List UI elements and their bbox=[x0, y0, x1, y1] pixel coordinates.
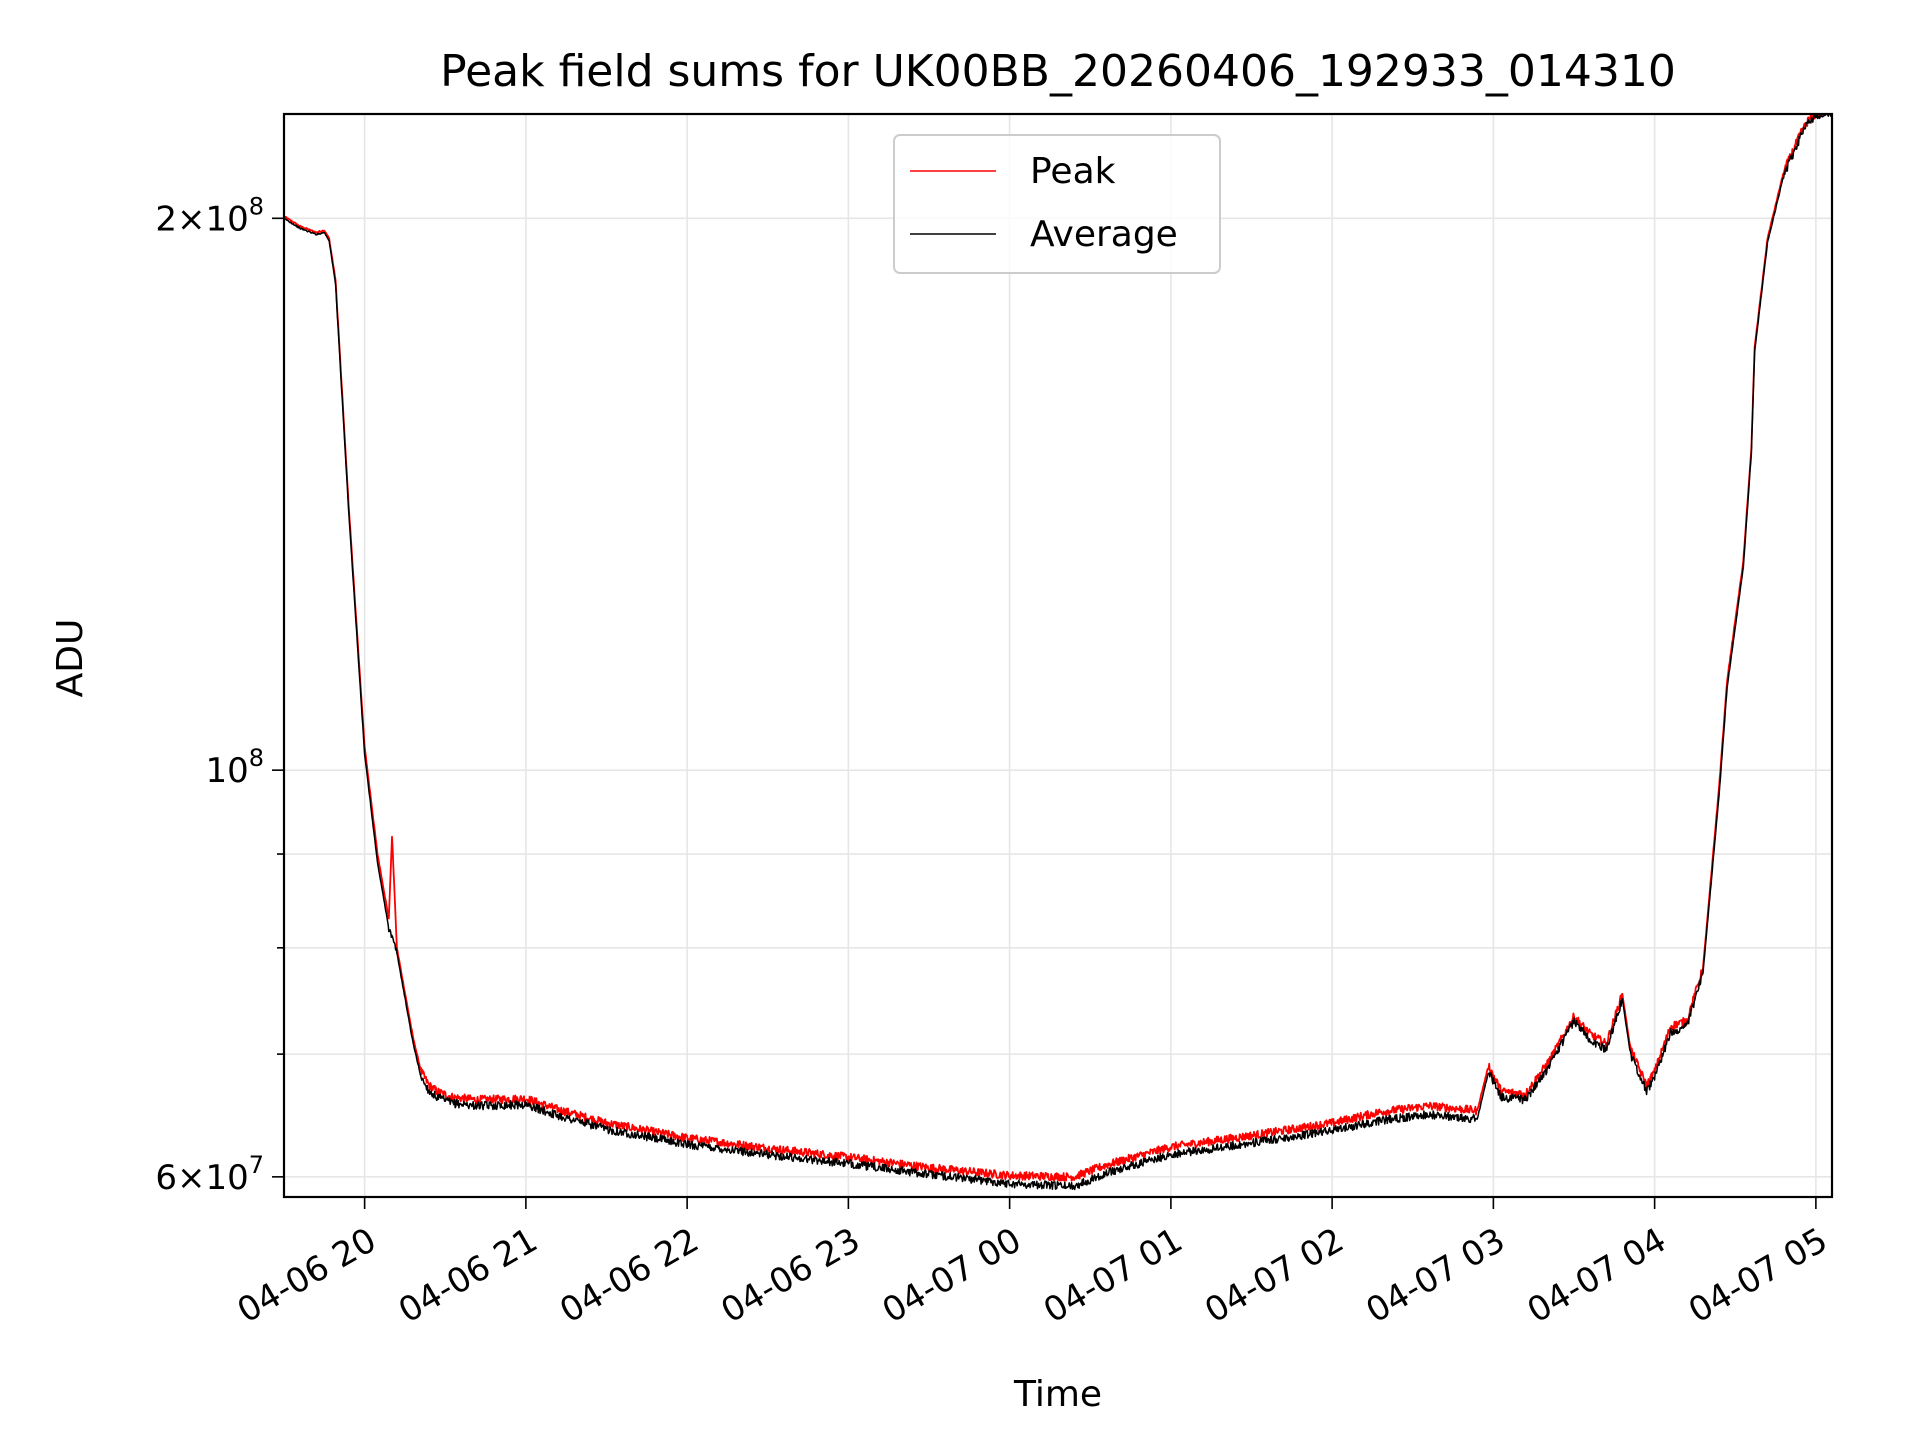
y-tick-label: 6×107 bbox=[155, 1151, 264, 1198]
series-line-average bbox=[284, 114, 1832, 1191]
series-lines bbox=[284, 114, 1832, 1191]
x-tick-label: 04-07 03 bbox=[1359, 1220, 1511, 1331]
legend: Peak Average bbox=[893, 134, 1221, 274]
y-tick-label: 108 bbox=[205, 744, 264, 791]
x-tick-label: 04-07 01 bbox=[1037, 1220, 1189, 1331]
legend-box bbox=[893, 134, 1221, 274]
x-tick-label: 04-06 20 bbox=[231, 1220, 383, 1331]
plot-frame bbox=[282, 112, 1834, 1199]
x-axis-label: Time bbox=[1013, 1374, 1102, 1415]
x-tick-label: 04-07 04 bbox=[1521, 1220, 1673, 1331]
axis-ticks: 04-06 20 04-06 21 04-06 22 04-06 23 04-07 00… bbox=[155, 192, 1834, 1331]
x-tick-label: 04-06 21 bbox=[392, 1220, 544, 1331]
x-tick-label: 04-06 22 bbox=[553, 1220, 705, 1331]
chart-title: Peak field sums for UK00BB_20260406_1929… bbox=[440, 46, 1676, 97]
x-tick-label: 04-06 23 bbox=[714, 1220, 866, 1331]
series-line-peak bbox=[284, 114, 1832, 1182]
grid bbox=[284, 114, 1832, 1197]
y-axis-label: ADU bbox=[50, 619, 91, 698]
y-tick-label: 2×108 bbox=[155, 192, 264, 239]
x-tick-label: 04-07 05 bbox=[1682, 1220, 1834, 1331]
x-tick-label: 04-07 02 bbox=[1198, 1220, 1350, 1331]
x-tick-label: 04-07 00 bbox=[876, 1220, 1028, 1331]
legend-label-average: Average bbox=[1030, 214, 1178, 255]
legend-label-peak: Peak bbox=[1030, 151, 1116, 192]
